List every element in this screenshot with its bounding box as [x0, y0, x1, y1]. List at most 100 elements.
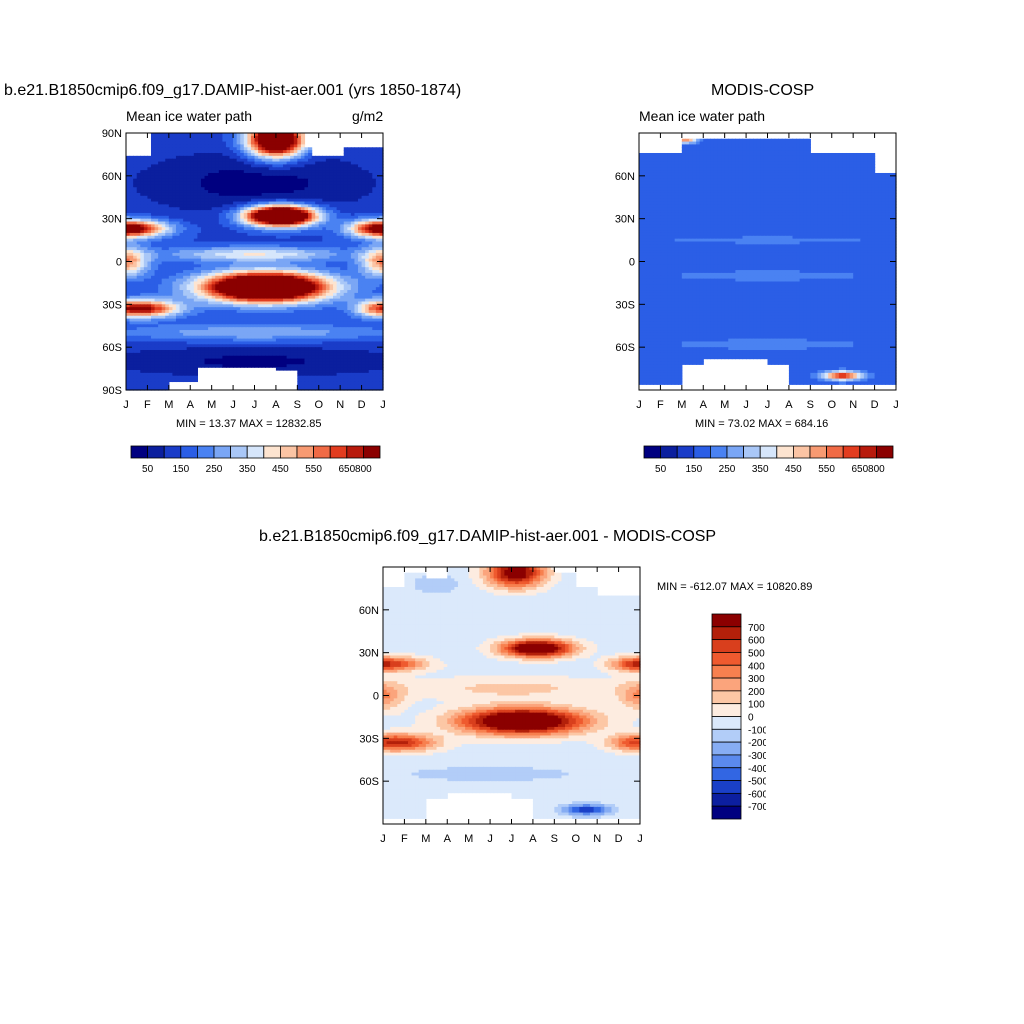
model-cell — [215, 250, 220, 254]
model-cell — [175, 144, 181, 148]
model-cell — [354, 304, 359, 308]
model-cell — [368, 150, 373, 154]
model-cell — [229, 278, 234, 283]
model-cell — [161, 144, 166, 148]
model-cell — [161, 247, 166, 251]
model-cell — [175, 170, 181, 174]
model-cell — [172, 195, 177, 200]
model-cell — [254, 292, 259, 297]
model-cell — [297, 250, 302, 254]
model-cell — [258, 224, 263, 228]
model-cell — [286, 155, 291, 160]
model-cell — [143, 287, 149, 291]
model-cell — [340, 224, 345, 228]
model-cell — [279, 255, 284, 260]
model-cell — [265, 324, 270, 328]
model-cell — [308, 290, 313, 294]
model-cell — [172, 287, 177, 291]
model-cell — [193, 158, 198, 163]
model-cell — [161, 321, 166, 325]
model-cell — [140, 227, 145, 231]
model-cell — [311, 161, 316, 166]
model-cell — [197, 284, 202, 288]
model-cell — [254, 155, 259, 160]
model-cell — [175, 307, 181, 311]
model-cell — [329, 321, 334, 325]
model-cell — [340, 272, 345, 277]
model-cell — [300, 221, 306, 225]
model-cell — [318, 255, 323, 260]
model-cell — [365, 295, 370, 300]
model-cell — [322, 184, 327, 188]
model-cell — [204, 212, 209, 217]
model-cell — [297, 318, 302, 323]
model-cell — [336, 235, 341, 240]
model-cell — [133, 290, 138, 294]
model-cell — [322, 201, 327, 205]
model-cell — [343, 292, 348, 297]
model-cell — [218, 290, 223, 294]
model-cell — [336, 184, 341, 188]
model-cell — [290, 310, 295, 314]
model-cell — [243, 144, 248, 148]
model-cell — [275, 181, 281, 185]
model-cell — [200, 250, 206, 254]
model-cell — [211, 324, 216, 328]
model-cell — [165, 150, 170, 154]
model-cell — [208, 318, 213, 323]
model-cell — [136, 307, 141, 311]
model-cell — [233, 155, 238, 160]
model-cell — [261, 187, 266, 191]
model-cell — [126, 250, 131, 254]
model-cell — [247, 315, 252, 320]
model-cell — [179, 212, 184, 217]
model-cell — [225, 147, 231, 151]
model-cell — [258, 312, 263, 317]
model-cell — [186, 267, 191, 271]
model-cell — [233, 247, 238, 251]
model-cell — [172, 141, 177, 146]
model-cell — [297, 230, 302, 234]
model-cell — [272, 312, 277, 317]
model-cell — [179, 232, 184, 237]
model-cell — [322, 315, 327, 320]
model-cell — [183, 290, 188, 294]
model-cell — [279, 315, 284, 320]
model-cell — [279, 284, 284, 288]
model-cell — [340, 287, 345, 291]
model-cell — [258, 175, 263, 180]
model-cell — [283, 307, 288, 311]
model-cell — [168, 321, 173, 325]
model-cell — [379, 278, 384, 283]
model-cell — [279, 152, 284, 157]
model-cell — [225, 201, 231, 205]
model-cell — [222, 187, 227, 191]
model-cell — [329, 161, 334, 166]
model-cell — [358, 181, 363, 185]
model-cell — [229, 318, 234, 323]
model-cell — [286, 241, 291, 245]
model-cell — [175, 312, 181, 317]
model-cell — [336, 161, 341, 166]
model-cell — [222, 244, 227, 248]
model-cell — [329, 307, 334, 311]
model-cell — [211, 232, 216, 237]
model-cell — [283, 135, 288, 140]
model-cell — [250, 298, 256, 303]
model-cell — [300, 210, 306, 214]
model-cell — [133, 255, 138, 260]
model-cell — [250, 172, 256, 177]
model-cell — [218, 278, 223, 283]
model-cell — [322, 241, 327, 245]
model-cell — [329, 155, 334, 160]
model-cell — [340, 247, 345, 251]
model-cell — [204, 161, 209, 166]
model-cell — [136, 330, 141, 334]
model-cell — [172, 250, 177, 254]
model-cell — [200, 310, 206, 314]
model-cell — [322, 304, 327, 308]
model-cell — [200, 172, 206, 177]
model-cell — [325, 195, 331, 200]
model-cell — [315, 281, 320, 285]
model-cell — [211, 198, 216, 203]
